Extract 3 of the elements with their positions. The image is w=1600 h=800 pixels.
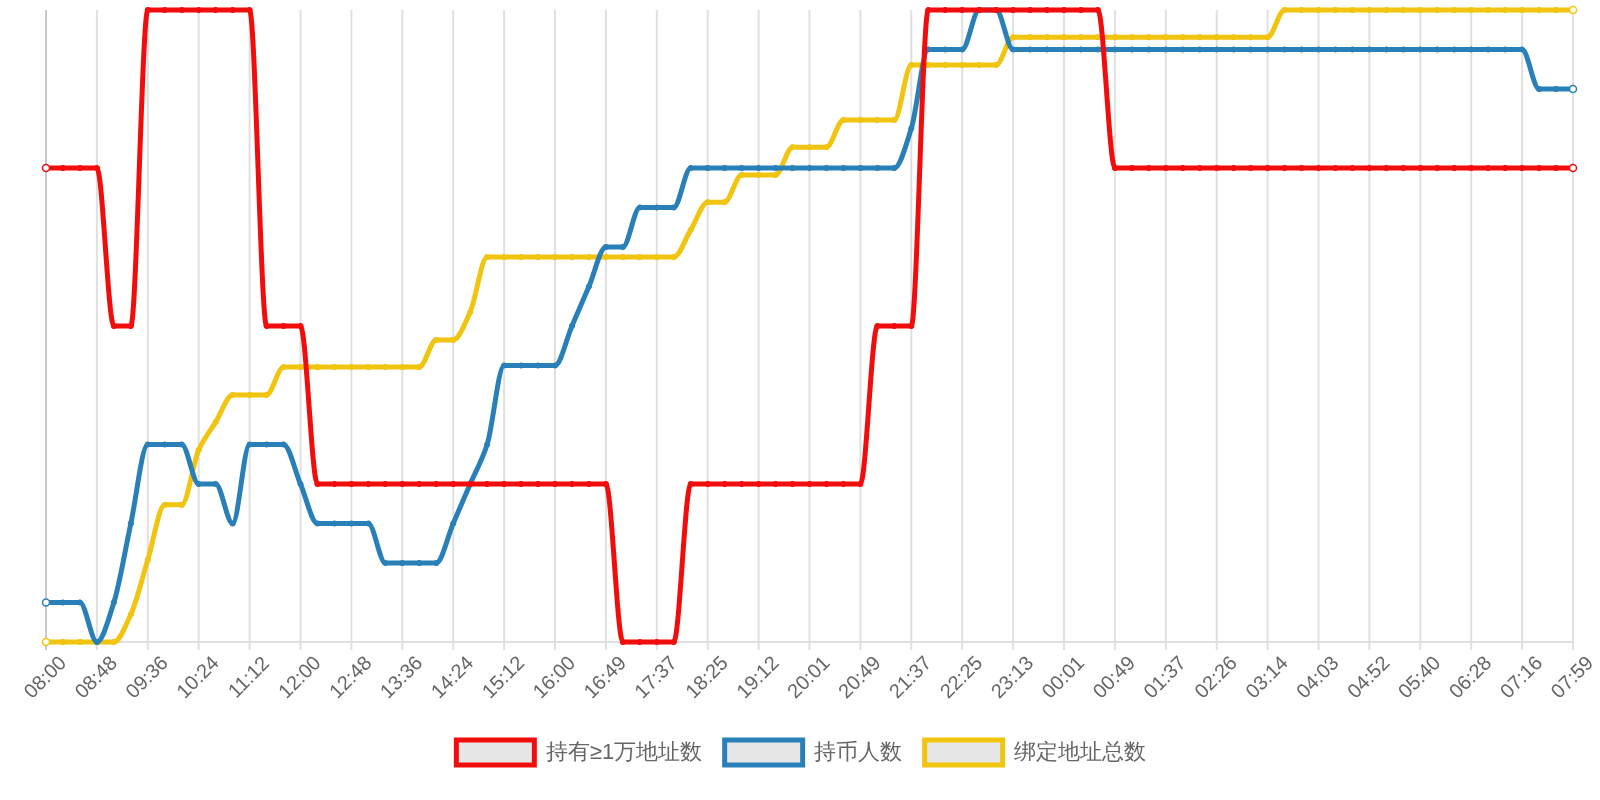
legend-label: 绑定地址总数	[1014, 738, 1147, 764]
legend-label: 持有≥1万地址数	[545, 738, 703, 764]
legend-label: 持币人数	[814, 738, 903, 764]
